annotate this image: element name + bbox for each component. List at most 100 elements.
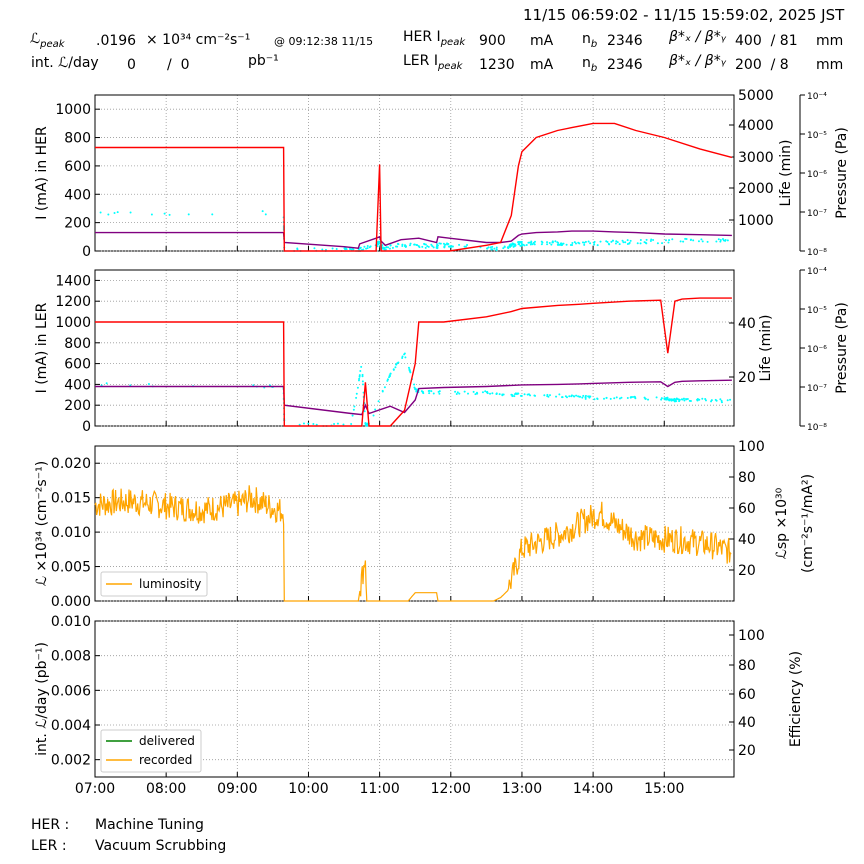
ler-pressure-point [252,384,255,387]
ler-pressure-point [392,368,395,371]
her-pressure-point [493,247,496,250]
ler-pressure-point [696,399,699,402]
ler-pressure-point [358,375,361,378]
her-beta-unit: mm [816,33,844,49]
her-pressure-point [431,245,434,248]
ler-pressure-point [660,398,663,401]
her-pressure-point [668,239,671,242]
efficiency-axis-label: Efficiency (%) [788,651,804,747]
y-axis-label-4: int. ℒ/day (pb⁻¹) [34,642,50,756]
her-pressure-point [577,241,580,244]
her-pressure-point [486,247,489,250]
ler-pressure-point [409,371,412,374]
ler-pressure-point [726,399,729,402]
her-pressure-point [581,241,584,244]
her-pressure-point [562,242,565,245]
ler-ipeak-label: LER Ipeak [403,53,463,72]
ler-life-line [95,379,732,416]
ler-pressure-point [355,392,358,395]
her-pressure-point [724,239,727,242]
her-pressure-point [528,241,531,244]
ler-pressure-point [474,393,477,396]
her-pressure-point [424,243,427,246]
her-pressure-point [589,242,592,245]
her-pressure-point [628,241,631,244]
her-pressure-point [421,245,424,248]
ler-pressure-point [342,423,345,426]
ler-pressure-point [675,398,678,401]
y-tick-label: 0.015 [51,491,91,507]
her-pressure-point [557,242,560,245]
efficiency-tick-label: 80 [738,658,756,674]
ler-pressure-point [315,423,318,426]
her-beta: 400 / 81 [735,33,798,49]
ler-pressure-point [688,399,691,402]
ler-pressure-point [298,423,301,426]
ler-pressure-point [514,393,517,396]
ler-pressure-point [584,397,587,400]
her-pressure-point [697,240,700,243]
ler-status: Vacuum Scrubbing [95,838,227,854]
her-pressure-point [719,238,722,241]
ler-pressure-point [351,414,354,417]
ler-current: 1230 [479,57,515,73]
ler-beta: 200 / 8 [735,57,789,73]
her-pressure-point [261,210,264,213]
ler-pressure-point [609,397,612,400]
her-pressure-point [335,247,338,250]
ler-life-tick-label: 20 [738,370,756,386]
pressure-tick-label: 10⁻⁶ [807,345,827,355]
her-pressure-point [608,243,611,246]
her-pressure-point [495,246,498,249]
ler-pressure-point [307,422,310,425]
ler-pressure-point [105,382,108,385]
ler-pressure-point [333,422,336,425]
ler-pressure-point [729,398,732,401]
her-life-axis-label: Life (min) [778,139,794,206]
panel-frame-3 [94,445,735,602]
ler-pressure-point [358,374,361,377]
intl-unit: pb⁻¹ [248,53,279,69]
her-pressure-point [523,244,526,247]
y-tick-label: 0 [82,419,91,435]
her-pressure-point [508,245,511,248]
her-pressure-point [487,246,490,249]
ler-pressure-point [350,423,353,426]
her-pressure-point [622,241,625,244]
ler-pressure-point [458,392,461,395]
y-tick-label: 0.020 [51,456,91,472]
y-axis-label-3: ℒ ×10³⁴ (cm⁻²s⁻¹) [34,461,50,586]
lpeak-value: .0196 [96,33,137,49]
her-pressure-point [107,213,110,216]
ler-pressure-point [364,422,367,425]
ler-pressure-point [363,410,366,413]
y-tick-label: 0.002 [51,753,91,769]
ler-pressure-point [475,391,478,394]
her-pressure-point [530,240,533,243]
lpeak-label: ℒpeak [30,31,65,50]
luminosity-line [94,485,732,602]
her-pressure-point [715,240,718,243]
ler-current-line [95,297,732,427]
pressure-tick-label: 10⁻⁴ [807,267,827,277]
her-pressure-point [593,240,596,243]
her-pressure-point [682,240,685,243]
her-pressure-point [511,243,514,246]
her-pressure-point [596,244,599,247]
legend-delivered-label: delivered [139,734,195,748]
ler-pressure-point [558,393,561,396]
ler-pressure-point [575,394,578,397]
ler-pressure-point [357,379,360,382]
y-tick-label: 800 [64,336,91,352]
her-pressure-point [389,244,392,247]
y-tick-label: 200 [64,398,91,414]
y-tick-label: 1000 [55,315,91,331]
ler-pressure-point [719,398,722,401]
her-pressure-point [507,247,510,250]
her-pressure-point [413,243,416,246]
ler-pressure-point [356,386,359,389]
ler-pressure-point [432,392,435,395]
intl-values: 0 / 0 [127,57,190,73]
ler-pressure-point [568,395,571,398]
ler-pressure-point [682,397,685,400]
